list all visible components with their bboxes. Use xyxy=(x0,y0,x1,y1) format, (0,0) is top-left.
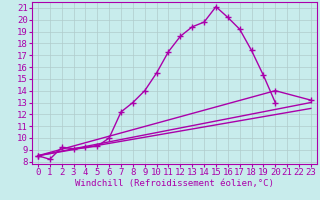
X-axis label: Windchill (Refroidissement éolien,°C): Windchill (Refroidissement éolien,°C) xyxy=(75,179,274,188)
